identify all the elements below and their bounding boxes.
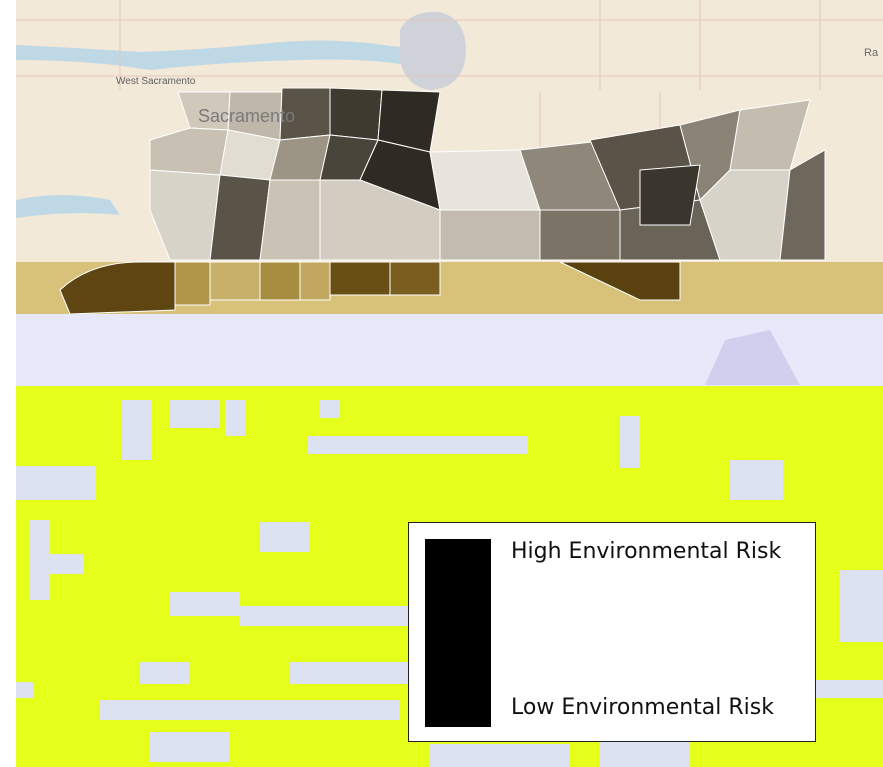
river (16, 40, 445, 70)
place-label-west-sacramento: West Sacramento (116, 76, 196, 87)
legend-color-swatch (425, 539, 491, 727)
place-label-sacramento: Sacramento (198, 106, 295, 126)
map-legend: High Environmental Risk Low Environmenta… (408, 522, 816, 742)
yellow-glitch-blocks (16, 400, 883, 767)
band-lavender-shape (705, 330, 800, 385)
band-brown-tracts (59, 261, 681, 315)
legend-low-label: Low Environmental Risk (511, 695, 774, 720)
river-lake (400, 11, 466, 90)
legend-high-label: High Environmental Risk (511, 539, 782, 564)
place-label-ra: Ra (864, 47, 879, 59)
risk-tracts (149, 87, 826, 261)
river-south (16, 195, 120, 218)
